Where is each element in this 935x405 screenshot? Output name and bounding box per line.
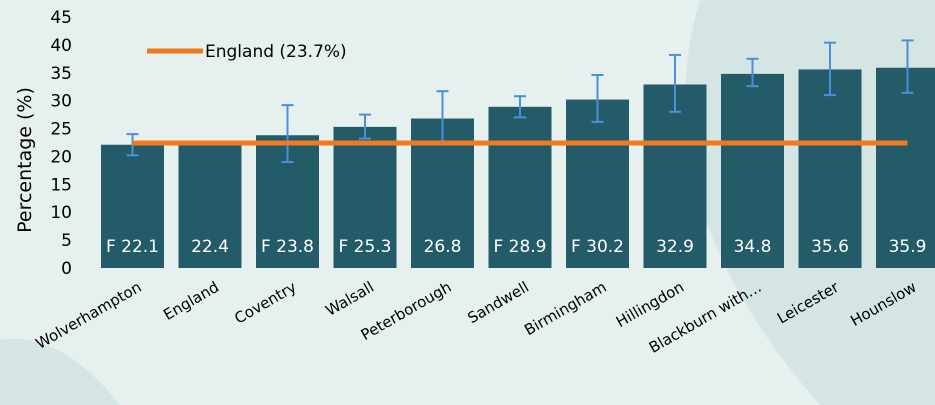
category-label-sandwell: Sandwell [464,278,532,327]
bar-wolverhampton [101,144,164,268]
category-label-birmingham: Birmingham [521,278,609,339]
bar-blackburn-with [721,73,784,268]
y-tick-label-40: 40 [50,36,72,56]
bar-sandwell [488,106,552,269]
legend-label-england: England (23.7%) [205,42,347,62]
bars [101,67,935,269]
data-label-peterborough: 26.8 [424,237,462,257]
data-label-wolverhampton: F 22.1 [106,237,159,257]
y-axis-label: Percentage (%) [14,87,36,233]
data-label-walsall: F 25.3 [338,237,391,257]
bar-leicester [798,69,862,268]
y-tick-label-35: 35 [50,64,72,84]
data-label-sandwell: F 28.9 [493,237,546,257]
y-tick-label-45: 45 [50,8,72,28]
bar-birmingham [566,99,629,268]
y-tick-label-15: 15 [50,175,72,195]
y-tick-label-30: 30 [50,92,72,112]
y-tick-label-10: 10 [50,203,72,223]
bar-england [178,143,242,268]
y-tick-label-0: 0 [61,259,72,279]
data-label-birmingham: F 30.2 [571,237,624,257]
category-label-wolverhampton: Wolverhampton [33,278,145,353]
data-label-blackburn-with: 34.8 [734,237,772,257]
category-label-coventry: Coventry [231,278,299,328]
bar-hillingdon [643,84,707,268]
y-tick-label-5: 5 [61,231,72,251]
data-label-coventry: F 23.8 [261,237,314,257]
y-tick-label-25: 25 [50,120,72,140]
bar-hounslow [876,67,935,268]
data-label-hillingdon: 32.9 [656,237,694,257]
data-label-england: 22.4 [191,237,229,257]
category-label-england: England [160,278,222,324]
data-labels: F 22.1 22.4 F 23.8 F 25.3 26.8 F 28.9 F 30.2 32… [106,237,926,257]
category-label-walsall: Walsall [322,278,377,320]
error-bars [126,39,914,164]
y-axis: 0 5 10 15 20 25 30 35 40 45 [50,8,72,279]
legend: England (23.7%) [147,42,347,62]
bar-walsall [333,126,397,268]
y-tick-label-20: 20 [50,147,72,167]
data-label-leicester: 35.6 [811,237,849,257]
data-label-hounslow: 35.9 [889,237,927,257]
